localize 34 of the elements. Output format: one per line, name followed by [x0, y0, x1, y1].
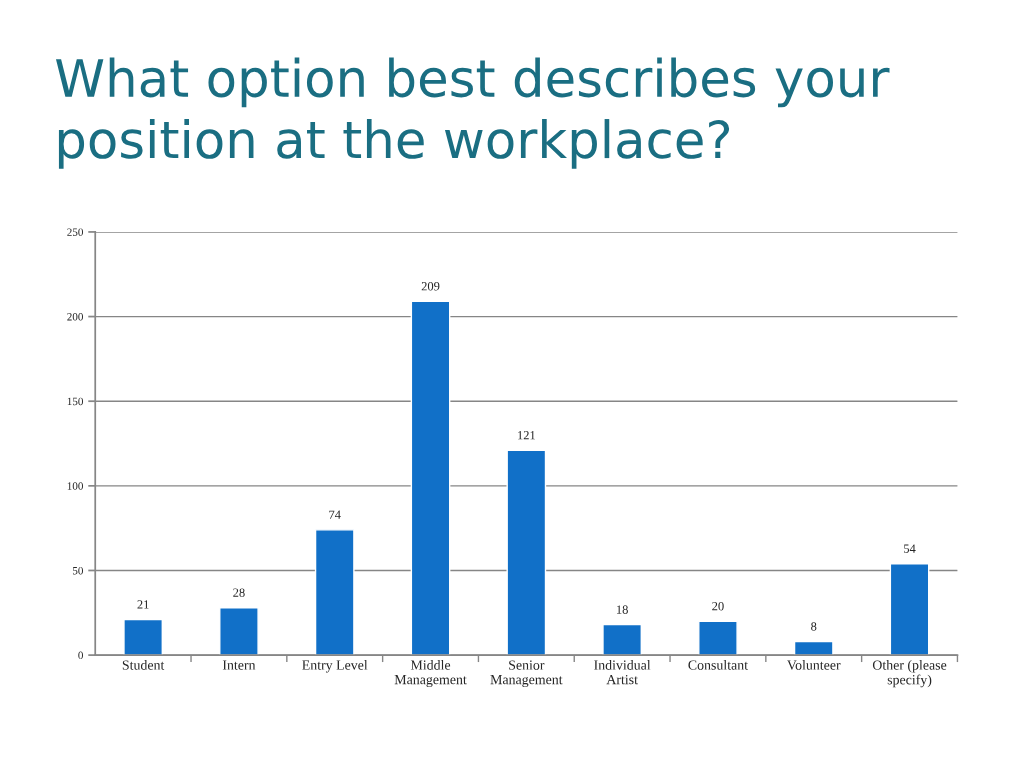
data-label: 21	[137, 600, 149, 609]
x-tick-label: Entry Level	[302, 659, 368, 673]
x-tick-label: Volunteer	[787, 659, 841, 670]
data-label: 209	[421, 282, 440, 291]
bar	[793, 640, 834, 656]
data-label: 28	[233, 588, 245, 597]
data-label: 54	[904, 544, 916, 553]
x-tick-label: Student	[122, 659, 165, 670]
bar	[314, 529, 355, 656]
data-label: 8	[811, 622, 817, 631]
y-tick-label: 50	[72, 566, 83, 575]
x-tick-label: Middle Management	[394, 659, 467, 688]
y-tick-label: 100	[67, 482, 83, 490]
bar	[602, 623, 642, 656]
bar	[506, 449, 547, 656]
y-tick-label: 200	[67, 313, 83, 321]
data-label: 18	[616, 605, 628, 614]
bar	[410, 300, 451, 656]
bar	[889, 563, 930, 656]
x-tick-label: Intern	[222, 660, 256, 670]
y-tick-label: 0	[78, 651, 83, 660]
data-label: 74	[329, 510, 341, 519]
bar	[123, 618, 163, 656]
chart-title: What option best describes your position at the workplace?	[55, 57, 890, 169]
y-tick-label: 150	[67, 397, 83, 406]
bar	[219, 607, 259, 656]
bar	[698, 620, 738, 656]
x-tick-label: Senior Management	[490, 660, 563, 688]
x-tick-label: Individual Artist	[594, 659, 651, 685]
y-tick-label: 250	[67, 228, 83, 236]
data-label: 20	[712, 601, 724, 611]
data-label: 121	[518, 431, 535, 440]
x-tick-label: Other (please specify)	[872, 659, 947, 688]
x-tick-label: Consultant	[688, 659, 748, 670]
